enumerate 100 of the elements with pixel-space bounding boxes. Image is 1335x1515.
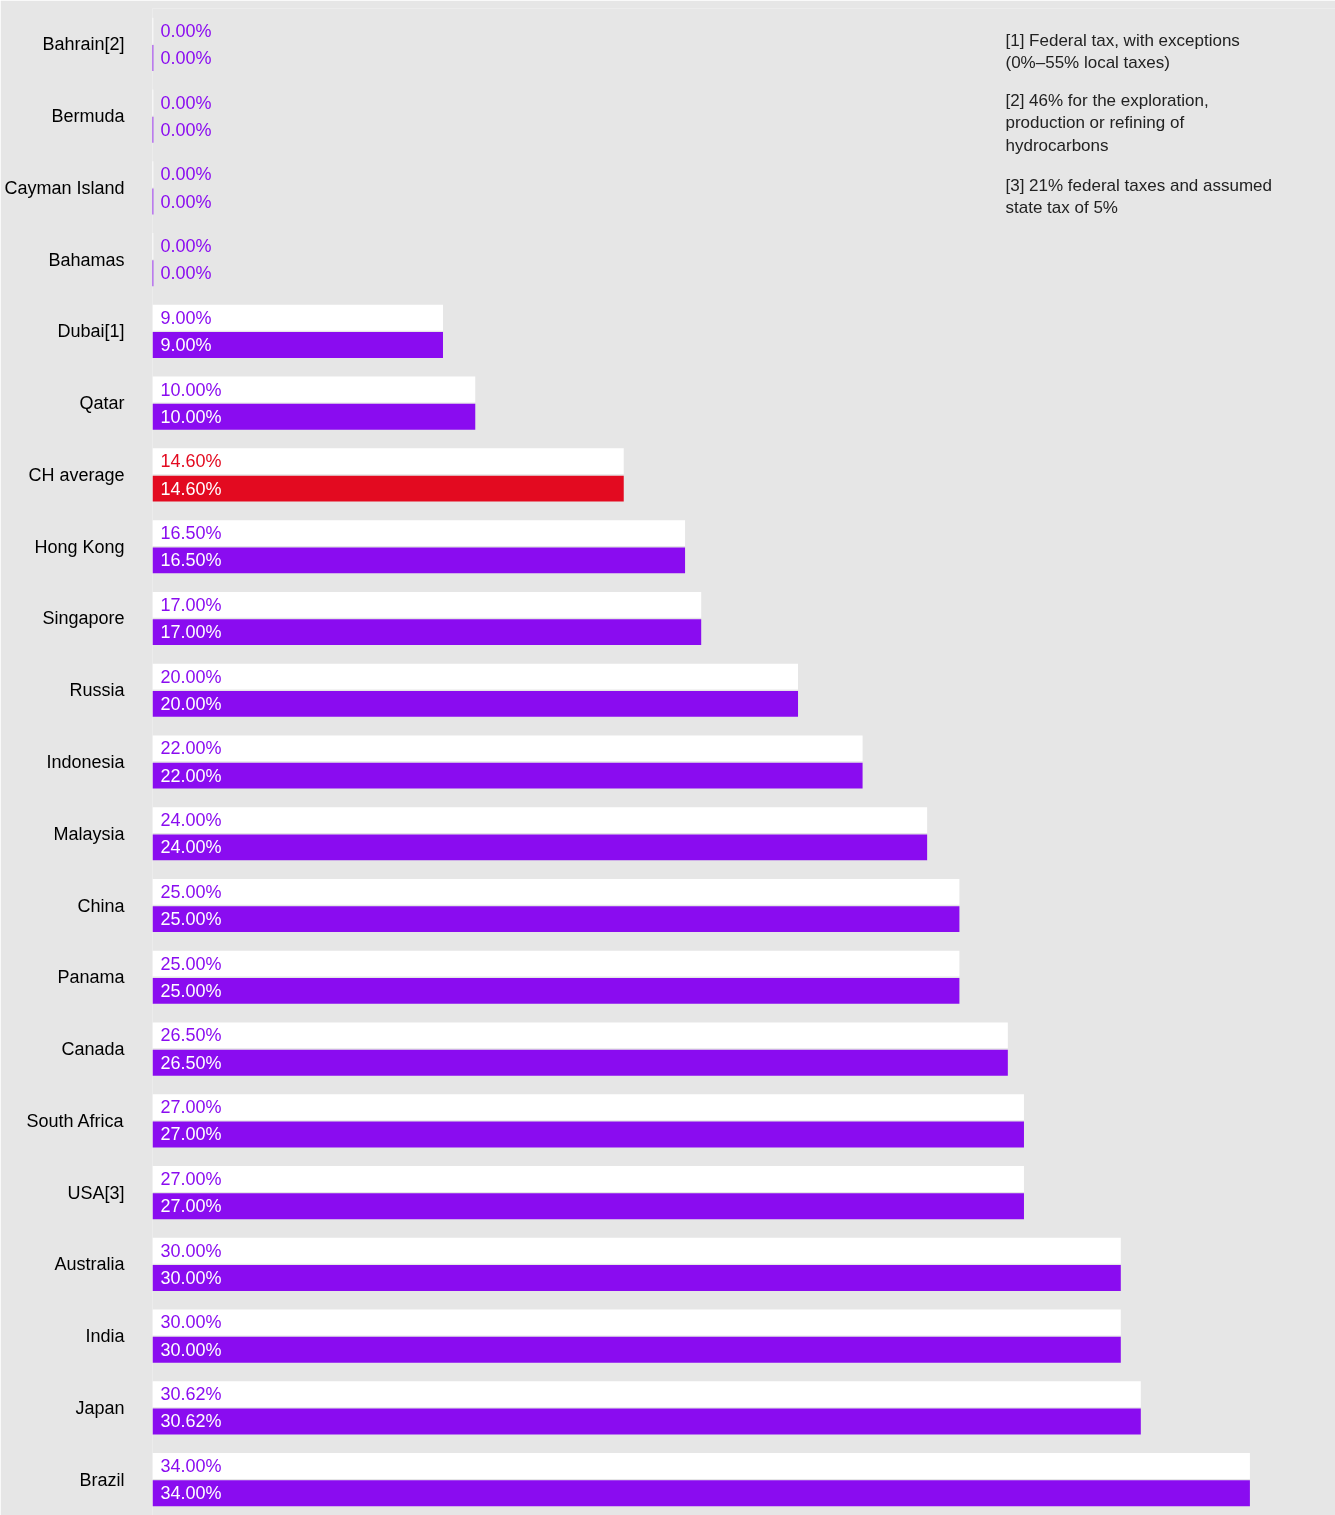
bar: [152, 1049, 1008, 1076]
annotation: [3] 21% federal taxes and assumed state tax of 5%: [1005, 175, 1272, 218]
y-tick-label: India: [85, 1326, 126, 1347]
data-label: 16.50%: [160, 523, 222, 544]
data-label: 0.00%: [160, 191, 212, 212]
bar: [152, 1094, 1024, 1121]
y-tick-label: Malaysia: [53, 823, 126, 844]
data-label: 30.62%: [160, 1411, 222, 1432]
bar: [152, 591, 702, 618]
y-tick-label: South Africa: [26, 1110, 125, 1131]
data-label: 10.00%: [160, 379, 222, 400]
bar: [152, 520, 686, 547]
data-label: 0.00%: [160, 164, 212, 185]
data-label: 17.00%: [160, 594, 222, 615]
bar: [152, 376, 476, 403]
bar: [152, 1336, 1121, 1363]
data-label: 22.00%: [160, 765, 222, 786]
bar: [152, 735, 863, 762]
data-label: 25.00%: [160, 953, 222, 974]
data-label: 20.00%: [160, 693, 222, 714]
bar: [152, 834, 928, 861]
data-label: 14.60%: [160, 478, 222, 499]
bar: [152, 1381, 1141, 1408]
y-tick-label: Hong Kong: [34, 536, 125, 557]
bar: [152, 1237, 1121, 1264]
bar: [152, 547, 686, 574]
y-tick-label: Bermuda: [51, 106, 126, 127]
bar: [152, 1309, 1121, 1336]
bar: [152, 663, 799, 690]
data-label: 25.00%: [160, 980, 222, 1001]
data-label: 25.00%: [160, 881, 222, 902]
data-label: 0.00%: [160, 236, 212, 257]
y-tick-label: Japan: [75, 1397, 125, 1418]
y-tick-label: USA[3]: [67, 1182, 125, 1203]
data-label: 0.00%: [160, 92, 212, 113]
y-tick-label: Canada: [61, 1039, 126, 1060]
y-tick-label: Panama: [57, 967, 126, 988]
bar: [152, 403, 476, 430]
data-label: 30.00%: [160, 1312, 222, 1333]
data-label: 9.00%: [160, 335, 212, 356]
bar: [152, 690, 799, 717]
y-tick-label: Bahamas: [48, 249, 125, 270]
data-label: 24.00%: [160, 810, 222, 831]
bar: [152, 807, 928, 834]
data-label: 0.00%: [160, 48, 212, 69]
data-label: 20.00%: [160, 666, 222, 687]
bar: [152, 448, 624, 475]
bar: [152, 1453, 1250, 1479]
data-label: 34.00%: [160, 1455, 222, 1476]
data-label: 27.00%: [160, 1097, 222, 1118]
data-label: 34.00%: [160, 1483, 222, 1504]
data-label: 9.00%: [160, 307, 212, 328]
data-label: 16.50%: [160, 550, 222, 571]
y-tick-label: Bahrain[2]: [42, 34, 125, 55]
data-label: 0.00%: [160, 20, 212, 41]
data-label: 27.00%: [160, 1196, 222, 1217]
data-label: 30.00%: [160, 1240, 222, 1261]
y-tick-label: Indonesia: [46, 752, 126, 772]
annotation: [2] 46% for the exploration, production or refining of hydrocarbons: [1005, 90, 1209, 156]
bar: [152, 1121, 1024, 1148]
data-label: 22.00%: [160, 738, 222, 759]
bar: [152, 977, 960, 1004]
y-tick-label: Dubai[1]: [57, 321, 125, 342]
bar: [152, 1408, 1141, 1435]
bar: [152, 304, 443, 331]
y-tick-label: China: [77, 895, 126, 916]
bar: [152, 762, 863, 789]
data-label: 30.00%: [160, 1267, 222, 1288]
bar: [152, 1480, 1250, 1507]
y-tick-label: Brazil: [79, 1469, 125, 1490]
bar: [152, 1165, 1024, 1192]
y-tick-label: Russia: [69, 680, 126, 701]
y-tick-label: Qatar: [79, 393, 125, 414]
bar: [152, 332, 443, 359]
bar: [152, 1193, 1024, 1220]
y-tick-label: Australia: [54, 1254, 126, 1275]
bar: [152, 950, 960, 977]
data-label: 25.00%: [160, 909, 222, 930]
data-label: 0.00%: [160, 263, 212, 284]
data-label: 27.00%: [160, 1168, 222, 1189]
y-tick-label: Cayman Island: [4, 177, 125, 198]
bar: [152, 878, 960, 905]
y-tick-label: Singapore: [42, 608, 125, 629]
bar: [152, 1022, 1008, 1049]
data-label: 26.50%: [160, 1052, 222, 1073]
bar: [152, 475, 624, 502]
annotation: [1] Federal tax, with exceptions (0%–55% local taxes): [1005, 30, 1240, 73]
data-label: 26.50%: [160, 1025, 222, 1046]
bar: [152, 906, 960, 933]
data-label: 10.00%: [160, 406, 222, 427]
y-tick-label: CH average: [28, 464, 125, 485]
data-label: 24.00%: [160, 837, 222, 858]
bar: [152, 619, 702, 646]
data-label: 0.00%: [160, 119, 212, 140]
data-label: 27.00%: [160, 1124, 222, 1145]
data-label: 14.60%: [160, 451, 222, 472]
data-label: 17.00%: [160, 622, 222, 643]
data-label: 30.00%: [160, 1339, 222, 1360]
bar: [152, 1265, 1121, 1291]
data-label: 30.62%: [160, 1384, 222, 1405]
